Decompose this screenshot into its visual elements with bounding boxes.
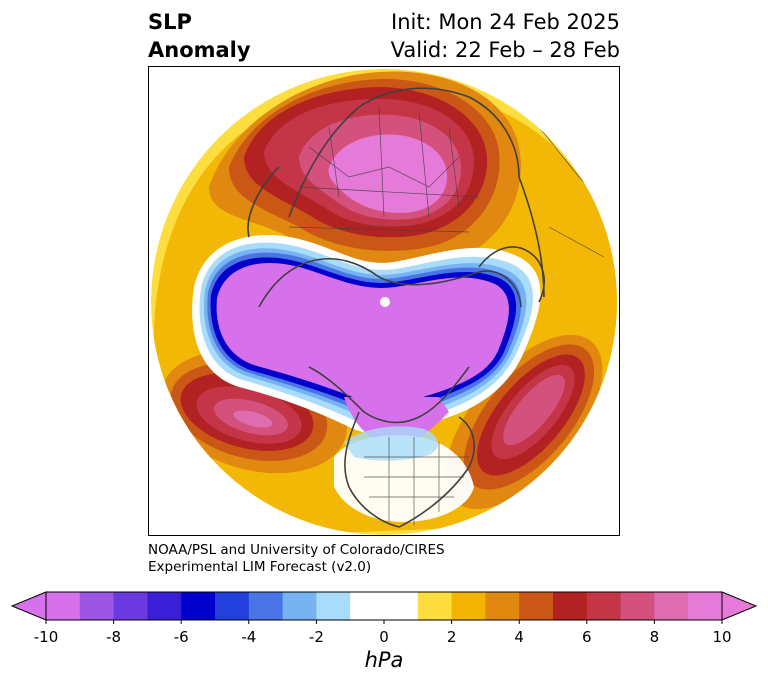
colorbar-swatch: [688, 592, 723, 620]
colorbar-tick-label: -10: [33, 628, 59, 646]
colorbar-swatch: [181, 592, 216, 620]
colorbar-swatch: [620, 592, 655, 620]
colorbar-tick-label: 8: [649, 628, 660, 646]
credit-line-2: Experimental LIM Forecast (v2.0): [148, 559, 372, 575]
colorbar-swatch: [215, 592, 250, 620]
colorbar-swatch: [147, 592, 182, 620]
colorbar-max-extension: [721, 591, 758, 621]
colorbar-swatch: [384, 592, 419, 620]
colorbar-tick-label: -4: [241, 628, 257, 646]
colorbar-swatch: [519, 592, 554, 620]
colorbar-swatch: [485, 592, 520, 620]
colorbar-tick-label: -8: [106, 628, 122, 646]
colorbar-tick-label: 2: [446, 628, 457, 646]
colorbar-tick-label: 0: [379, 628, 389, 646]
colorbar-tick-label: -2: [308, 628, 324, 646]
map-title: SLP Anomaly: [148, 8, 251, 64]
credit-text: NOAA/PSL and University of Colorado/CIRE…: [148, 542, 445, 576]
forecast-dates: Init: Mon 24 Feb 2025 Valid: 22 Feb – 28…: [391, 8, 620, 64]
colorbar-swatch: [282, 592, 317, 620]
colorbar-swatch: [248, 592, 284, 620]
coastlines: [247, 87, 545, 528]
colorbar-swatch: [46, 592, 81, 620]
colorbar-swatch: [553, 592, 588, 620]
polar-low-core: [216, 262, 509, 405]
colorbar-swatch: [654, 592, 689, 620]
colorbar-swatch: [417, 592, 453, 620]
colorbar-tick-label: 6: [582, 628, 592, 646]
colorbar-ticks: -10 -8 -6 -4 -2 0 2 4 6 8 10: [0, 628, 768, 648]
colorbar-tick-label: 4: [514, 628, 524, 646]
title-line-2: Anomaly: [148, 38, 251, 62]
map-panel: [148, 66, 620, 536]
title-line-1: SLP: [148, 10, 192, 34]
polar-map: [151, 69, 617, 535]
colorbar-swatch: [316, 592, 351, 620]
colorbar-min-extension: [10, 591, 47, 621]
valid-range: Valid: 22 Feb – 28 Feb: [390, 38, 620, 62]
colorbar-tick-label: -6: [173, 628, 189, 646]
colorbar: [10, 591, 758, 624]
colorbar-unit: hPa: [364, 648, 404, 672]
borders: [288, 106, 610, 525]
colorbar-swatch: [113, 592, 148, 620]
colorbar-swatch: [79, 592, 115, 620]
colorbar-swatch: [451, 592, 486, 620]
init-date: Init: Mon 24 Feb 2025: [391, 10, 620, 34]
credit-line-1: NOAA/PSL and University of Colorado/CIRE…: [148, 542, 445, 558]
colorbar-swatch: [586, 592, 622, 620]
colorbar-swatch: [350, 592, 385, 620]
colorbar-tick-label: 10: [712, 628, 732, 646]
